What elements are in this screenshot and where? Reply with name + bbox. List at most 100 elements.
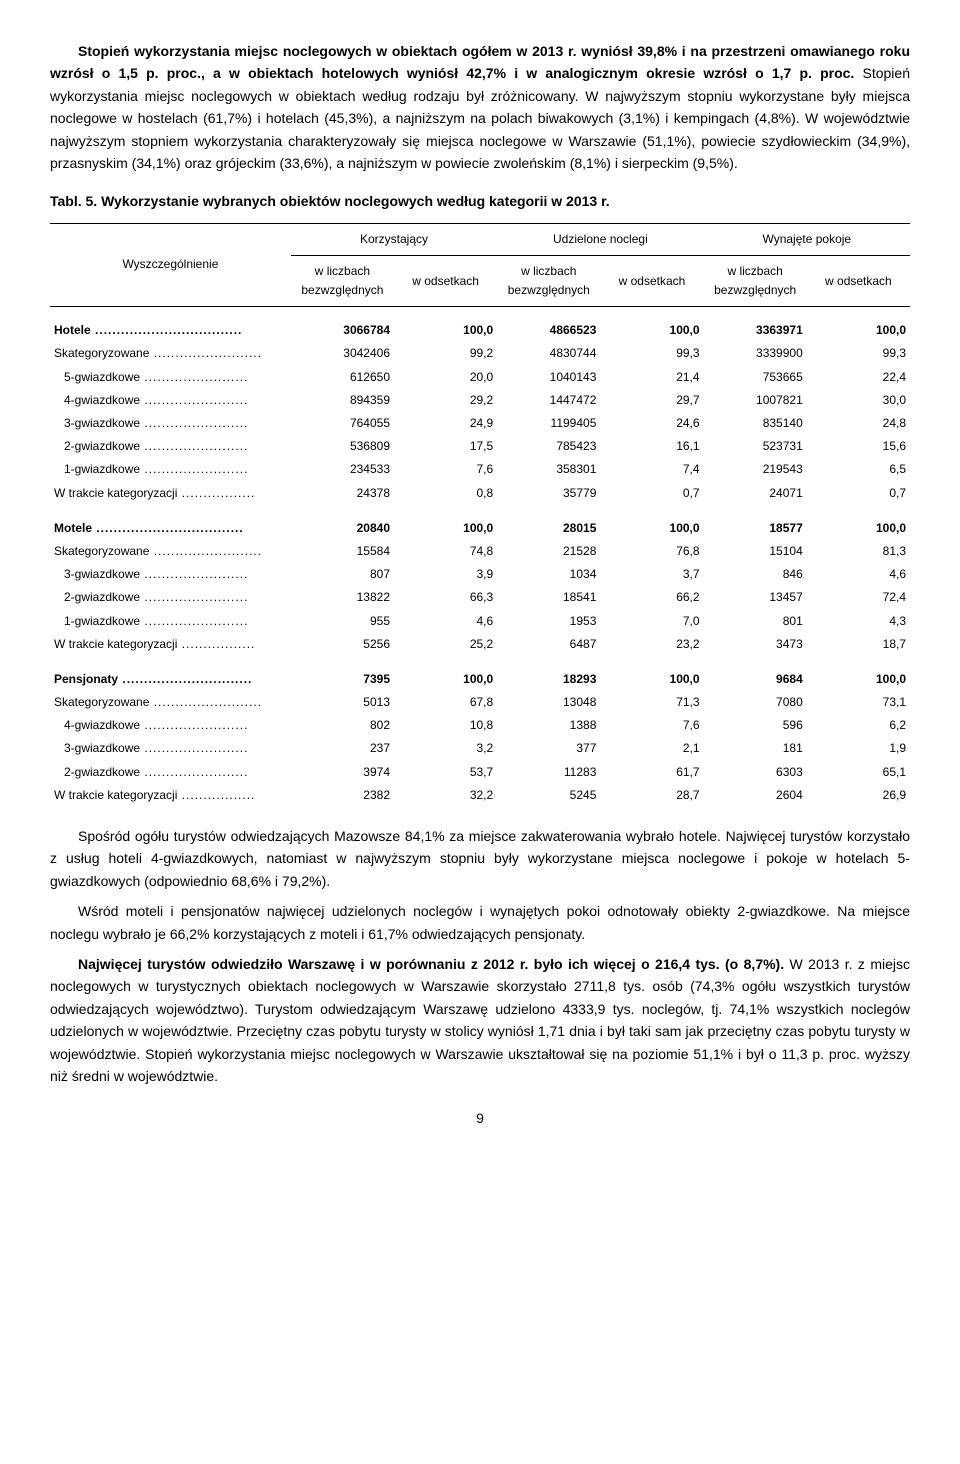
row-label: 3-gwiazdkowe ........................ [50,563,291,586]
row-value: 22,4 [807,366,910,389]
row-value: 4866523 [497,307,600,343]
row-value: 16,1 [600,435,703,458]
th-abs-1: w liczbach bezwzględnych [291,255,394,306]
row-value: 3,2 [394,737,497,760]
row-value: 1953 [497,610,600,633]
row-value: 11283 [497,761,600,784]
row-value: 3,7 [600,563,703,586]
row-value: 7080 [704,691,807,714]
row-value: 67,8 [394,691,497,714]
row-value: 26,9 [807,784,910,807]
row-label: Skategoryzowane ........................… [50,342,291,365]
row-value: 894359 [291,389,394,412]
row-value: 10,8 [394,714,497,737]
row-value: 7,6 [600,714,703,737]
row-value: 4,6 [394,610,497,633]
row-value: 234533 [291,458,394,481]
row-value: 28015 [497,505,600,540]
row-label: W trakcie kategoryzacji ................… [50,784,291,807]
row-value: 32,2 [394,784,497,807]
row-value: 181 [704,737,807,760]
row-value: 3339900 [704,342,807,365]
th-group-1: Korzystający [291,223,497,255]
row-value: 835140 [704,412,807,435]
row-value: 1447472 [497,389,600,412]
row-value: 237 [291,737,394,760]
row-value: 24071 [704,482,807,505]
row-value: 100,0 [600,307,703,343]
row-value: 99,3 [600,342,703,365]
row-label: 1-gwiazdkowe ........................ [50,458,291,481]
row-value: 35779 [497,482,600,505]
row-value: 73,1 [807,691,910,714]
row-value: 25,2 [394,633,497,656]
row-value: 13457 [704,586,807,609]
row-value: 785423 [497,435,600,458]
row-value: 18541 [497,586,600,609]
para-2: Spośród ogółu turystów odwiedzających Ma… [50,825,910,892]
row-value: 3,9 [394,563,497,586]
row-label: 4-gwiazdkowe ........................ [50,389,291,412]
row-value: 71,3 [600,691,703,714]
row-value: 7,0 [600,610,703,633]
row-value: 74,8 [394,540,497,563]
row-label: 2-gwiazdkowe ........................ [50,435,291,458]
row-label: 3-gwiazdkowe ........................ [50,412,291,435]
row-label: Skategoryzowane ........................… [50,540,291,563]
th-pct-1: w odsetkach [394,255,497,306]
row-value: 30,0 [807,389,910,412]
table-title: Tabl. 5. Wykorzystanie wybranych obiektó… [50,190,910,212]
row-value: 612650 [291,366,394,389]
row-value: 764055 [291,412,394,435]
intro-paragraph: Stopień wykorzystania miejsc noclegowych… [50,40,910,174]
para-4-rest: W 2013 r. z miejsc noclegowych w turysty… [50,956,910,1084]
row-value: 6487 [497,633,600,656]
row-value: 13822 [291,586,394,609]
row-value: 76,8 [600,540,703,563]
row-value: 1034 [497,563,600,586]
para-3: Wśród moteli i pensjonatów najwięcej udz… [50,900,910,945]
row-value: 18577 [704,505,807,540]
row-value: 9684 [704,656,807,691]
row-label: 3-gwiazdkowe ........................ [50,737,291,760]
row-value: 1199405 [497,412,600,435]
row-label: Pensjonaty .............................… [50,656,291,691]
row-value: 99,3 [807,342,910,365]
row-label: 2-gwiazdkowe ........................ [50,586,291,609]
row-value: 0,7 [807,482,910,505]
row-value: 0,8 [394,482,497,505]
row-value: 81,3 [807,540,910,563]
th-group-2: Udzielone noclegi [497,223,703,255]
row-value: 358301 [497,458,600,481]
row-value: 23,2 [600,633,703,656]
data-table: Wyszczególnienie Korzystający Udzielone … [50,223,910,807]
row-value: 13048 [497,691,600,714]
row-value: 72,4 [807,586,910,609]
row-value: 802 [291,714,394,737]
row-value: 523731 [704,435,807,458]
row-value: 28,7 [600,784,703,807]
row-value: 15104 [704,540,807,563]
row-value: 29,7 [600,389,703,412]
th-pct-3: w odsetkach [807,255,910,306]
row-value: 1040143 [497,366,600,389]
row-value: 807 [291,563,394,586]
row-value: 5245 [497,784,600,807]
row-value: 66,2 [600,586,703,609]
row-value: 3363971 [704,307,807,343]
intro-bold: Stopień wykorzystania miejsc noclegowych… [50,43,910,81]
row-value: 20840 [291,505,394,540]
row-value: 24378 [291,482,394,505]
row-value: 66,3 [394,586,497,609]
para-4-bold: Najwięcej turystów odwiedziło Warszawę i… [78,956,784,972]
row-value: 100,0 [807,656,910,691]
row-value: 100,0 [807,307,910,343]
th-pct-2: w odsetkach [600,255,703,306]
row-value: 2,1 [600,737,703,760]
row-label: Hotele .................................… [50,307,291,343]
row-value: 100,0 [807,505,910,540]
row-value: 955 [291,610,394,633]
row-value: 6,5 [807,458,910,481]
row-value: 100,0 [394,656,497,691]
row-value: 18,7 [807,633,910,656]
